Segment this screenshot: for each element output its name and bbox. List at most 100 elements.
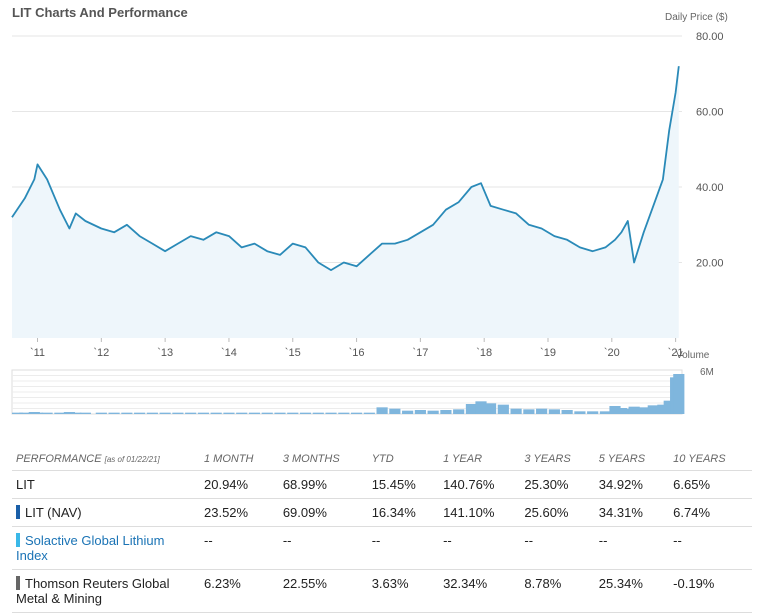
volume-bar [389,408,401,414]
cell-value: 25.60% [520,498,595,527]
column-header: 10 YEARS [669,448,752,471]
cell-value: 6.65% [669,470,752,499]
volume-bar [19,412,31,414]
chart-title: LIT Charts And Performance [12,5,188,20]
row-name[interactable]: Solactive Global Lithium Index [12,526,200,570]
volume-bar [561,410,573,414]
volume-bar [70,412,82,414]
row-name-text: Solactive Global Lithium Index [16,533,165,563]
cell-value: 34.31% [594,498,670,527]
volume-bar [350,412,363,414]
row-name: LIT (NAV) [12,498,200,527]
volume-bar [673,374,685,414]
volume-bar [376,407,388,414]
volume-bar [484,403,497,414]
cell-value: -- [594,526,670,570]
volume-bar [453,409,465,414]
volume-bar [287,412,299,414]
x-tick-label: `19 [540,347,556,359]
volume-bar [622,408,634,414]
volume-bar [609,406,621,414]
column-header: YTD [367,448,440,471]
table-row: LIT 20.94% 68.99% 15.45% 140.76% 25.30% 34.92%… [12,470,752,499]
volume-bar [427,410,439,414]
table-row: LIT (NAV) 23.52% 69.09% 16.34% 141.10% 25.60%… [12,498,752,527]
price-line [11,66,680,271]
cell-value: 20.94% [200,470,279,499]
price-axis-label: Daily Price ($) [665,12,728,23]
volume-bar [248,412,261,414]
volume-bar [299,412,312,414]
volume-bar [121,412,133,414]
volume-bar [159,412,171,414]
cell-value: -- [367,526,440,570]
x-tick-label: `15 [285,347,301,359]
x-tick-label: `12 [93,347,109,359]
volume-bar [647,405,659,414]
volume-bar [12,412,24,414]
volume-bar [54,412,66,414]
volume-bar [536,408,548,414]
volume-bar [223,412,235,414]
volume-bar [402,410,414,414]
volume-bar [146,412,158,414]
series-swatch [16,505,20,519]
column-header: 1 YEAR [439,448,521,471]
cell-value: 68.99% [278,470,368,499]
y-tick-label: 60.00 [696,107,724,119]
volume-bar [108,412,120,414]
volume-bar [134,412,146,414]
cell-value: 25.34% [594,569,670,613]
cell-value: 23.52% [200,498,279,527]
cell-value: -- [669,526,752,570]
series-swatch [16,533,20,547]
x-tick-label: `14 [221,347,237,359]
price-chart[interactable]: 80.00 60.00 40.00 20.00 `11 `12 `13 `14 `15 `16 `1… [0,0,760,440]
row-name: Thomson Reuters Global Metal & Mining [12,569,200,613]
x-tick-label: `13 [157,347,173,359]
volume-bar [475,401,487,414]
volume-bar [628,406,640,414]
y-tick-label: 80.00 [696,31,724,43]
volume-bar [172,412,184,414]
volume-bar [657,404,669,414]
volume-bar [63,412,76,414]
volume-bar [261,412,273,414]
volume-bar [338,412,350,414]
volume-bar [497,404,509,414]
volume-bar [363,412,375,414]
cell-value: -- [520,526,595,570]
volume-bar [79,412,91,414]
cell-value: 22.55% [278,569,368,613]
volume-bar [587,411,599,414]
volume-bar [638,407,650,414]
performance-header: PERFORMANCE [as of 01/22/21] [12,448,200,471]
series-swatch [16,576,20,590]
cell-value: 6.23% [200,569,279,613]
volume-bar [510,408,522,414]
cell-value: 15.45% [367,470,440,499]
cell-value: 6.74% [669,498,752,527]
volume-bar [41,412,53,414]
y-tick-label: 20.00 [696,258,724,270]
column-header: 1 MONTH [200,448,279,471]
cell-value: 69.09% [278,498,368,527]
x-tick-label: `16 [349,347,365,359]
cell-value: 25.30% [520,470,595,499]
volume-bar [599,411,612,414]
y-tick-label: 40.00 [696,182,724,194]
column-header: 3 MONTHS [278,448,368,471]
volume-bar [414,410,426,414]
volume-bar [523,409,535,414]
volume-bar [236,412,248,414]
column-header: 5 YEARS [594,448,670,471]
price-area [12,66,679,338]
performance-table: PERFORMANCE [as of 01/22/21] 1 MONTH 3 MO… [12,448,752,613]
volume-bar [663,400,675,414]
x-tick-label: `20 [604,347,620,359]
volume-bar [197,412,210,414]
volume-label: Volume [676,350,710,361]
volume-bar [31,412,44,414]
row-name-text: LIT [16,477,35,492]
volume-bar [312,412,324,414]
